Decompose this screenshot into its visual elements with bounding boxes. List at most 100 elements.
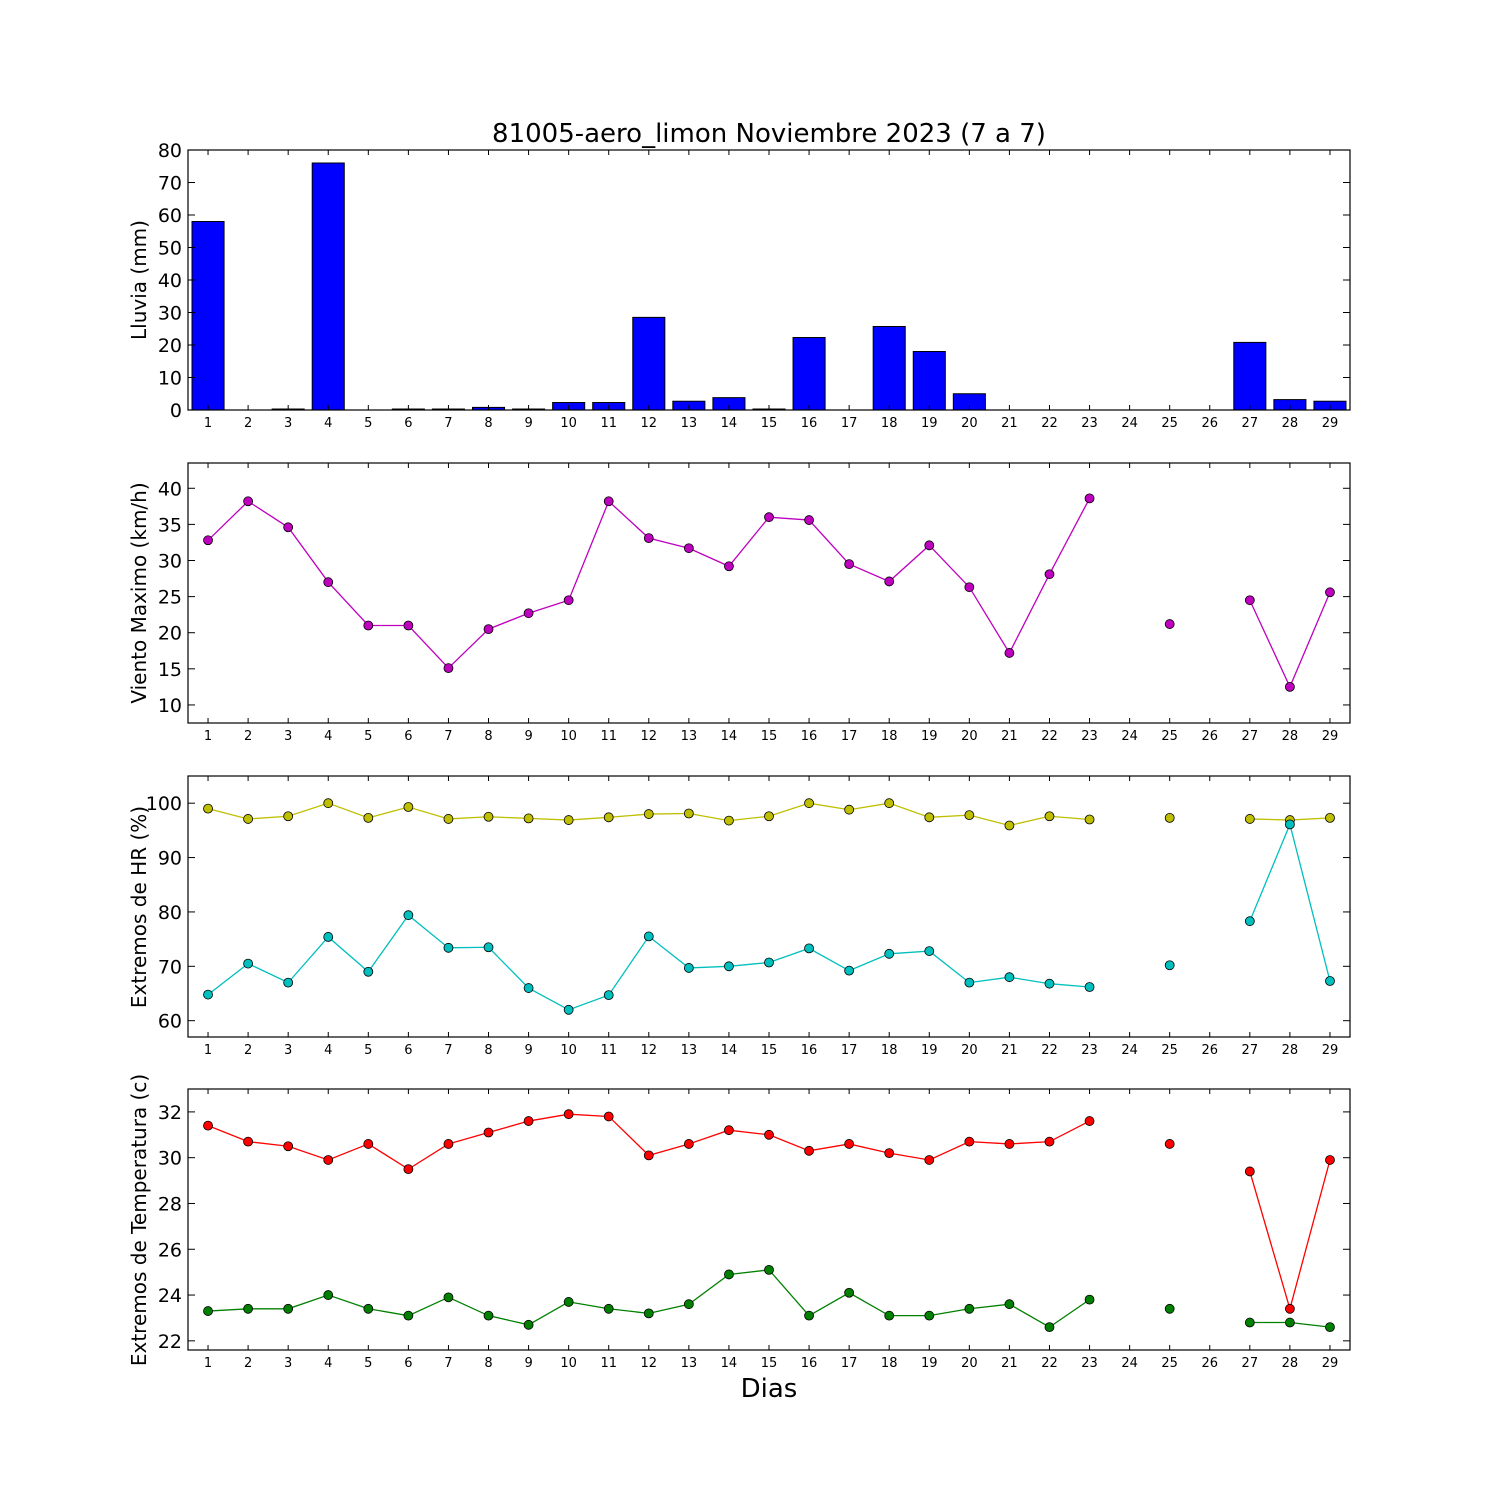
series-1-point-day-8: [483, 1127, 494, 1138]
series-2-point-day-29: [1325, 1322, 1335, 1333]
series-2-point-day-8: [483, 1310, 494, 1321]
x-tick-label: 1: [204, 729, 212, 744]
series-1-point-day-18: [884, 798, 895, 809]
series-1-point-day-17: [844, 804, 855, 815]
x-tick-label: 29: [1322, 1356, 1339, 1371]
series-2-line-segment-1: [207, 914, 1090, 1011]
series-1-point-day-13: [683, 543, 694, 554]
rain-bar-day-27: [1233, 341, 1267, 411]
x-tick-label: 18: [881, 729, 898, 744]
series-2-point-day-7: [443, 1292, 454, 1303]
x-tick-label: 14: [721, 1043, 738, 1058]
x-tick-label: 16: [801, 729, 818, 744]
series-2-point-day-3: [283, 1303, 294, 1314]
series-2-point-day-20: [964, 1303, 975, 1314]
series-1-point-day-20: [964, 810, 975, 821]
series-1-line-segment-1: [207, 1113, 1090, 1170]
x-tick-label: 20: [961, 1356, 978, 1371]
x-tick-label: 26: [1201, 1043, 1218, 1058]
series-2-point-day-16: [804, 1310, 814, 1321]
series-2-point-day-25: [1164, 960, 1175, 971]
series-1-point-day-23: [1084, 814, 1095, 825]
series-2-line-segment-3: [1249, 822, 1331, 982]
x-tick-label: 1: [204, 416, 212, 431]
x-tick-label: 19: [921, 1043, 938, 1058]
series-2-point-day-7: [443, 942, 454, 953]
series-2-point-day-18: [884, 948, 895, 959]
series-2-point-day-29: [1325, 976, 1335, 986]
x-tick-label: 22: [1041, 416, 1058, 431]
x-tick-label: 24: [1121, 1043, 1138, 1058]
x-tick-label: 7: [444, 1356, 452, 1371]
panel-2-frame: [187, 462, 1351, 724]
series-1-point-day-19: [924, 540, 935, 551]
x-tick-label: 18: [881, 1356, 898, 1371]
x-tick-label: 23: [1081, 416, 1098, 431]
series-2-point-day-11: [603, 1303, 614, 1314]
x-tick-label: 15: [761, 729, 778, 744]
y-tick-label: 60: [158, 205, 182, 227]
series-2-point-day-16: [804, 943, 814, 954]
x-tick-label: 5: [364, 1043, 372, 1058]
panel-3: 1 2 3 4 5 6 7 8 9 10 11 12 13 14 15 16 17 18 19 20 21 22 23 24 2…: [127, 775, 1351, 1058]
series-1-point-day-5: [363, 1139, 374, 1149]
series-2-point-day-18: [884, 1310, 895, 1321]
series-2-point-day-13: [683, 963, 694, 973]
x-tick-label: 11: [600, 1043, 617, 1058]
series-1-point-day-16: [804, 1145, 814, 1156]
y-tick-label: 10: [158, 368, 182, 390]
rain-bar-day-1: [191, 221, 225, 411]
x-tick-label: 3: [284, 1356, 292, 1371]
x-tick-label: 17: [841, 1043, 858, 1058]
rain-bar-day-16: [792, 337, 826, 411]
series-1-point-day-8: [483, 624, 494, 635]
series-2-point-day-23: [1084, 1294, 1095, 1305]
x-tick-label: 13: [681, 1043, 698, 1058]
x-tick-label: 23: [1081, 1356, 1098, 1371]
y-tick-label: 40: [158, 478, 182, 500]
y-tick-label: 80: [158, 902, 182, 924]
series-2-point-day-21: [1004, 1299, 1015, 1310]
x-tick-label: 21: [1001, 729, 1018, 744]
series-2-point-day-28: [1285, 819, 1295, 830]
series-1-line-segment-3: [1249, 1159, 1331, 1312]
series-1-point-day-5: [363, 620, 374, 631]
x-tick-label: 25: [1161, 1356, 1178, 1371]
panel-1-frame: [187, 149, 1351, 411]
series-2-point-day-25: [1164, 1303, 1175, 1314]
series-1-point-day-27: [1244, 814, 1255, 824]
x-tick-label: 6: [404, 1356, 412, 1371]
x-tick-label: 10: [560, 1356, 577, 1371]
series-1-point-day-22: [1044, 1136, 1055, 1147]
series-1-point-day-29: [1325, 812, 1335, 823]
x-tick-label: 7: [444, 416, 452, 431]
x-tick-label: 16: [801, 416, 818, 431]
series-1-point-day-12: [643, 809, 654, 819]
x-tick-label: 27: [1242, 1043, 1259, 1058]
series-1-point-day-13: [683, 1139, 694, 1149]
x-tick-label: 5: [364, 1356, 372, 1371]
series-1-point-day-21: [1004, 648, 1015, 658]
series-1-point-day-15: [764, 811, 774, 822]
x-tick-label: 24: [1121, 729, 1138, 744]
x-tick-label: 4: [324, 1043, 332, 1058]
x-tick-label: 10: [560, 729, 577, 744]
x-tick-label: 29: [1322, 1043, 1339, 1058]
series-1-point-day-1: [203, 535, 213, 546]
x-tick-label: 12: [641, 1356, 658, 1371]
x-tick-label: 21: [1001, 416, 1018, 431]
chart-title: 81005-aero_limon Noviembre 2023 (7 a 7): [492, 119, 1046, 149]
series-1-point-day-6: [403, 802, 414, 812]
series-2-point-day-12: [643, 1308, 654, 1319]
panel-4: 1 2 3 4 5 6 7 8 9 10 11 12 13 14 15 16 17 18 19 20 21 22 23 24 2…: [127, 1074, 1351, 1371]
x-tick-label: 8: [484, 729, 492, 744]
x-tick-label: 9: [524, 1356, 532, 1371]
x-tick-label: 22: [1041, 1356, 1058, 1371]
x-tick-label: 28: [1282, 1043, 1299, 1058]
y-tick-label: 40: [158, 270, 182, 292]
x-tick-label: 15: [761, 1356, 778, 1371]
y-tick-label: 15: [158, 659, 182, 681]
x-tick-label: 29: [1322, 729, 1339, 744]
series-1-point-day-2: [243, 814, 254, 824]
